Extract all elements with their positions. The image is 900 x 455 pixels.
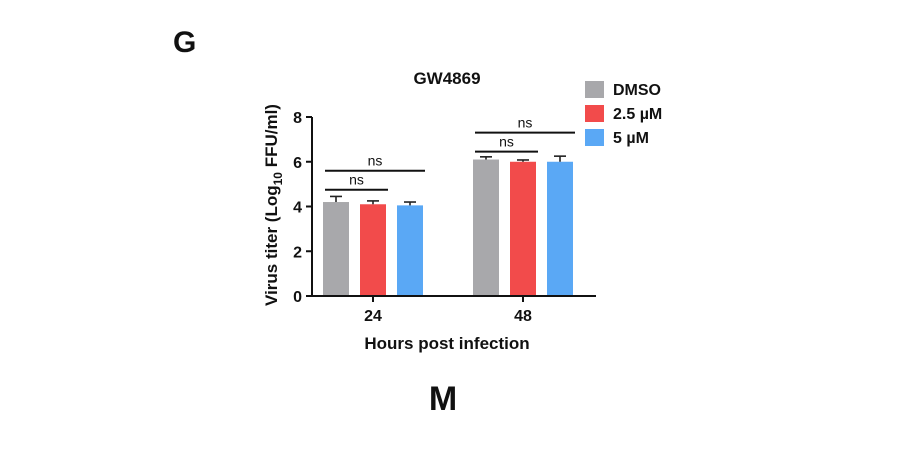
y-axis-label: Virus titer (Log10 FFU/ml) (262, 104, 285, 306)
legend-label: DMSO (613, 82, 661, 99)
bar-5-m-24 (397, 205, 423, 296)
x-axis-label: Hours post infection (364, 334, 529, 353)
y-axis-label-subscript: 10 (271, 172, 285, 186)
y-axis-label-main: Virus titer (Log (262, 185, 281, 306)
bar-2-5-m-48 (510, 161, 536, 296)
y-tick-label: 6 (293, 155, 302, 172)
legend: DMSO 2.5 µM 5 µM (585, 81, 662, 147)
panel-label-m: M (429, 380, 457, 418)
y-tick-label: 8 (293, 110, 302, 127)
y-tick-label: 4 (293, 200, 302, 217)
x-tick-label: 24 (364, 308, 382, 325)
y-tick-label: 0 (293, 289, 302, 306)
legend-swatch (585, 105, 604, 122)
significance-label: ns (349, 172, 364, 188)
y-tick-label: 2 (293, 244, 302, 261)
legend-swatch (585, 81, 604, 98)
x-tick-label: 48 (514, 308, 532, 325)
bar-5-m-48 (547, 161, 573, 296)
panel-label-g: G (173, 26, 196, 59)
bar-2-5-m-24 (360, 204, 386, 296)
significance-label: ns (368, 153, 383, 169)
legend-label: 5 µM (613, 130, 649, 147)
chart-title: GW4869 (413, 69, 480, 88)
legend-swatch (585, 129, 604, 146)
legend-label: 2.5 µM (613, 106, 662, 123)
bar-dmso-48 (473, 159, 499, 296)
bar-dmso-24 (323, 202, 349, 296)
significance-label: ns (499, 134, 514, 150)
y-axis-label-end: FFU/ml) (262, 104, 281, 172)
significance-label: ns (518, 115, 533, 131)
